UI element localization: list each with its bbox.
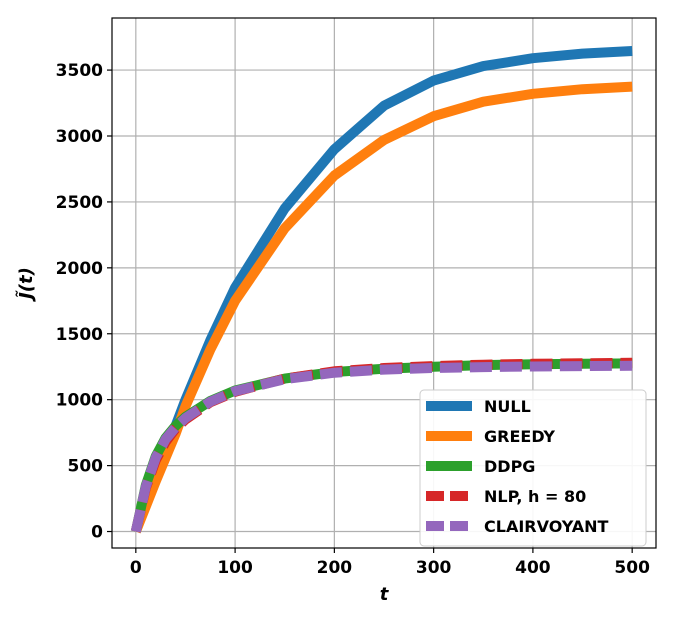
y-tick-label: 500 bbox=[68, 457, 104, 477]
legend-label: NLP, h = 80 bbox=[484, 487, 586, 506]
axis-ticks: 0 100 200 300 400 500 0 500 1000 1500 2000 2500 3000… bbox=[56, 61, 650, 578]
legend-box bbox=[419, 389, 647, 547]
x-tick-label: 0 bbox=[130, 558, 142, 578]
legend-label: CLAIRVOYANT bbox=[484, 517, 609, 536]
legend: NULL GREEDY DDPG NLP, h = 80 CLAIRVOYANT bbox=[419, 389, 647, 547]
x-tick-label: 500 bbox=[614, 558, 650, 578]
legend-label: GREEDY bbox=[484, 427, 555, 446]
y-axis-label: J̃(t) bbox=[16, 267, 37, 302]
x-tick-label: 300 bbox=[416, 558, 452, 578]
x-axis-label: t bbox=[380, 584, 390, 605]
x-tick-label: 200 bbox=[317, 558, 353, 578]
legend-label: NULL bbox=[484, 397, 531, 416]
series-line-greedy bbox=[131, 81, 633, 534]
y-tick-label: 1000 bbox=[56, 391, 103, 411]
y-tick-label: 3000 bbox=[56, 127, 103, 147]
y-tick-label: 2500 bbox=[56, 193, 103, 213]
grid-lines bbox=[112, 18, 656, 548]
plot-frame bbox=[111, 17, 657, 549]
y-tick-label: 3500 bbox=[56, 61, 103, 81]
x-tick-label: 400 bbox=[515, 558, 551, 578]
legend-label: DDPG bbox=[484, 457, 535, 476]
series-line-clairvoyant bbox=[130, 360, 633, 533]
x-tick-label: 100 bbox=[217, 558, 253, 578]
series-lines bbox=[130, 46, 633, 534]
y-tick-label: 1500 bbox=[56, 325, 103, 345]
y-tick-label: 2000 bbox=[56, 259, 103, 279]
y-tick-label: 0 bbox=[91, 523, 103, 543]
